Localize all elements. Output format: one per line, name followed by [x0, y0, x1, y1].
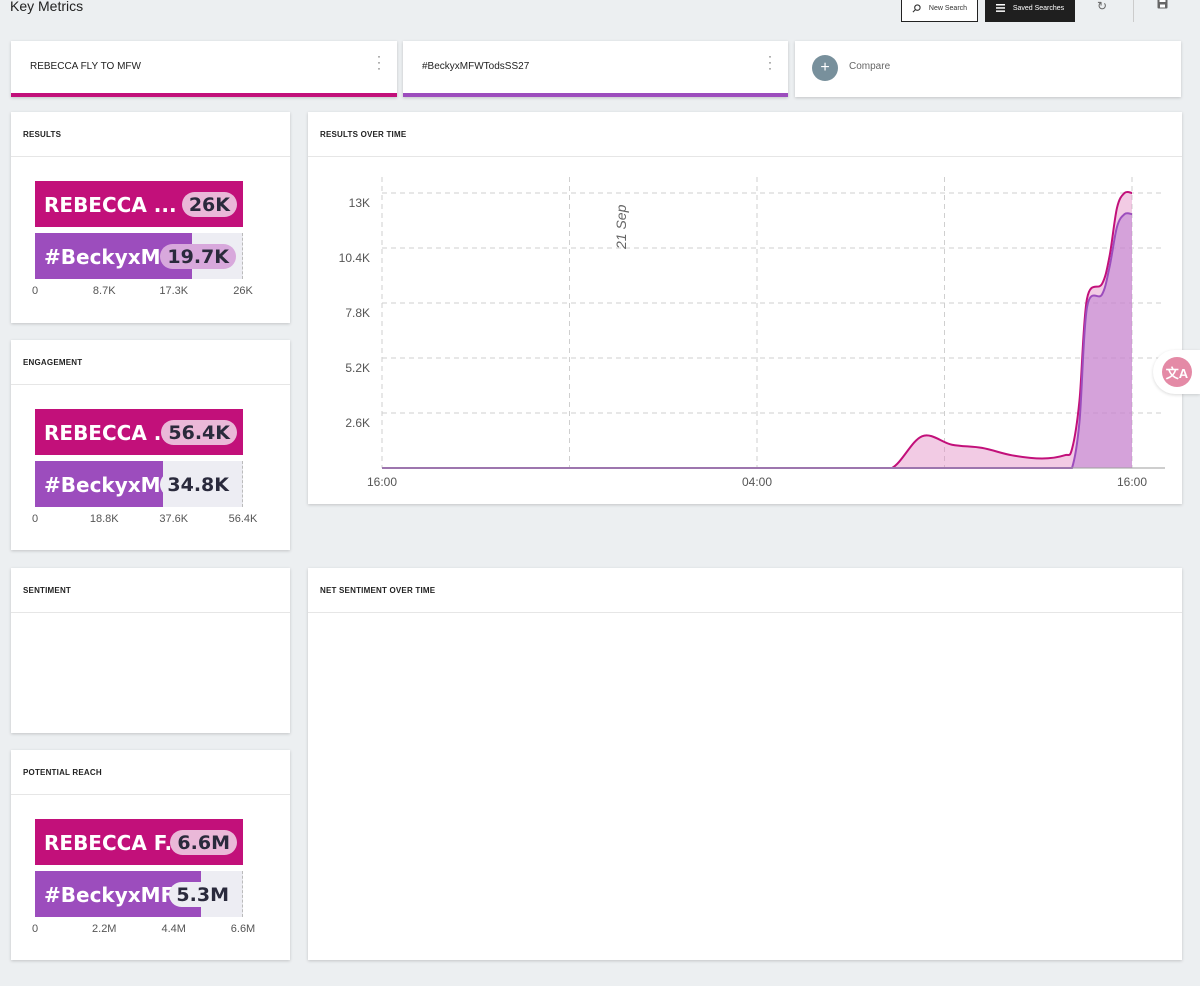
new-search-button[interactable]: New Search — [901, 0, 978, 22]
panel-title: POTENTIAL REACH — [11, 750, 290, 795]
x-axis: 0 18.8K 37.6K 56.4K — [31, 513, 257, 527]
y-tick: 2.6K — [345, 416, 370, 430]
bar-label: REBECCA ... — [44, 193, 177, 217]
x-tick: 2.2M — [92, 923, 117, 935]
bar-value: 5.3M — [169, 882, 236, 907]
panel-title: NET SENTIMENT OVER TIME — [308, 568, 1182, 613]
bar-row[interactable]: #BeckyxMF... 5.3M — [35, 871, 243, 917]
panel-title: SENTIMENT — [11, 568, 290, 613]
search-label: #BeckyxMFWTodsSS27 — [422, 61, 530, 72]
search-label: REBECCA FLY TO MFW — [30, 61, 141, 72]
bar-label: #BeckyxMF... — [44, 883, 195, 907]
x-tick: 17.3K — [159, 285, 189, 297]
search-color-bar — [11, 93, 397, 97]
bar-label: #BeckyxM... — [44, 473, 184, 497]
bar-value: 26K — [181, 192, 237, 217]
x-tick: 26K — [233, 285, 253, 297]
bar-row[interactable]: #BeckyxM... 34.8K — [35, 461, 243, 507]
y-tick: 10.4K — [339, 251, 370, 265]
y-tick: 5.2K — [345, 361, 370, 375]
results-over-time-panel: RESULTS OVER TIME 13K 10.4K 7.8K 5.2K 2.… — [308, 112, 1182, 504]
results-panel: RESULTS REBECCA ... 26K #BeckyxM... 19.7… — [11, 112, 290, 323]
panel-title: ENGAGEMENT — [11, 340, 290, 385]
translate-button[interactable]: 文A — [1153, 350, 1200, 394]
bar-row[interactable]: REBECCA F... 6.6M — [35, 819, 243, 865]
x-axis: 0 2.2M 4.4M 6.6M — [31, 923, 255, 937]
refresh-icon[interactable]: ↻ — [1097, 0, 1108, 13]
y-tick: 7.8K — [345, 306, 370, 320]
chart-grid — [381, 177, 1165, 468]
x-tick: 4.4M — [161, 923, 186, 935]
bar-label: #BeckyxM... — [44, 245, 184, 269]
potential-reach-bar-chart: REBECCA F... 6.6M #BeckyxMF... 5.3M 0 2.… — [31, 819, 255, 937]
panel-title: RESULTS — [11, 112, 290, 157]
bar-value: 34.8K — [160, 472, 236, 497]
saved-searches-label: Saved Searches — [1012, 4, 1065, 12]
compare-label: Compare — [849, 61, 891, 72]
search-color-bar — [403, 93, 788, 97]
bar-label: REBECCA ... — [44, 421, 177, 445]
x-tick: 0 — [31, 285, 39, 297]
results-bar-chart: REBECCA ... 26K #BeckyxM... 19.7K 0 8.7K… — [31, 181, 253, 299]
x-tick: 6.6M — [230, 923, 256, 935]
bar-label: REBECCA F... — [44, 831, 188, 855]
x-tick: 0 — [31, 513, 39, 525]
new-search-label: New Search — [928, 4, 968, 12]
x-tick: 16:00 — [367, 475, 397, 489]
x-tick: 56.4K — [228, 513, 258, 525]
saved-searches-button[interactable]: Saved Searches — [985, 0, 1075, 22]
more-options-icon[interactable]: · · · — [377, 49, 381, 75]
x-tick: 18.8K — [89, 513, 119, 525]
bar-fill — [35, 461, 163, 507]
bar-row[interactable]: #BeckyxM... 19.7K — [35, 233, 243, 279]
compare-card[interactable]: + Compare — [795, 41, 1181, 97]
y-tick: 13K — [349, 196, 370, 210]
x-tick: 04:00 — [742, 475, 772, 489]
search-card-2[interactable]: #BeckyxMFWTodsSS27 · · · — [403, 41, 788, 97]
x-tick: 8.7K — [92, 285, 116, 297]
bar-value: 56.4K — [161, 420, 237, 445]
more-options-icon[interactable]: · · · — [768, 49, 772, 75]
bar-value: 6.6M — [170, 830, 237, 855]
date-annotation: 21 Sep — [613, 204, 629, 250]
panel-title: RESULTS OVER TIME — [308, 112, 1182, 157]
translate-icon: 文A — [1162, 357, 1192, 387]
search-card-1[interactable]: REBECCA FLY TO MFW · · · — [11, 41, 397, 97]
sentiment-panel: SENTIMENT — [11, 568, 290, 733]
list-icon — [995, 4, 1005, 12]
x-axis: 0 8.7K 17.3K 26K — [31, 285, 253, 299]
net-sentiment-panel: NET SENTIMENT OVER TIME — [308, 568, 1182, 960]
x-tick: 16:00 — [1117, 475, 1147, 489]
page-title: Key Metrics — [10, 0, 84, 14]
bar-row[interactable]: REBECCA ... 26K — [35, 181, 243, 227]
search-icon — [912, 3, 921, 12]
save-icon[interactable] — [1157, 0, 1168, 9]
toolbar-divider — [1133, 0, 1134, 22]
bar-row[interactable]: REBECCA ... 56.4K — [35, 409, 243, 455]
engagement-panel: ENGAGEMENT REBECCA ... 56.4K #BeckyxM...… — [11, 340, 290, 550]
engagement-bar-chart: REBECCA ... 56.4K #BeckyxM... 34.8K 0 18… — [31, 409, 257, 527]
results-over-time-chart: 13K 10.4K 7.8K 5.2K 2.6K 16:00 04:00 16:… — [339, 177, 1165, 489]
x-tick: 0 — [31, 923, 39, 935]
bar-value: 19.7K — [160, 244, 236, 269]
add-icon[interactable]: + — [812, 55, 838, 81]
potential-reach-panel: POTENTIAL REACH REBECCA F... 6.6M #Becky… — [11, 750, 290, 960]
x-tick: 37.6K — [159, 513, 189, 525]
